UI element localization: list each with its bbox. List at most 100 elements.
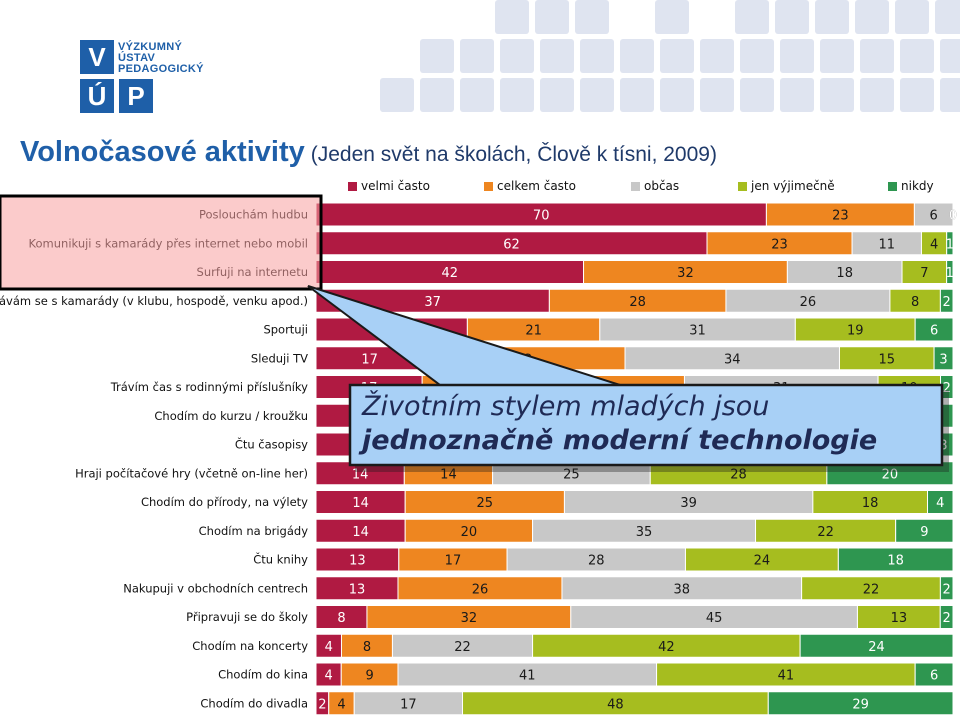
category-label: Připravuji se do školy <box>186 610 308 624</box>
header-tile <box>855 0 889 34</box>
header-tile <box>860 39 894 73</box>
bar-value-label: 9 <box>365 669 373 684</box>
bar-value-label: 18 <box>836 266 853 281</box>
header-tile <box>900 39 934 73</box>
bar-value-label: 6 <box>930 669 938 684</box>
bar-value-label: 13 <box>349 554 366 569</box>
logo-letter-p: P <box>119 79 153 113</box>
header-tile <box>380 78 414 112</box>
header-tile <box>460 78 494 112</box>
bar-segment <box>913 202 954 227</box>
bar-value-label: 7 <box>920 266 928 281</box>
header-tile <box>500 78 534 112</box>
bar-value-label: 62 <box>503 237 520 252</box>
bar-value-label: 42 <box>658 640 675 655</box>
header-tile <box>420 39 454 73</box>
bar-value-label: 20 <box>882 467 899 482</box>
highlight-box <box>0 194 323 291</box>
bar-value-label: 0 <box>949 209 957 224</box>
bar-value-label: 23 <box>832 209 849 224</box>
bar-segment <box>914 662 954 687</box>
bar-value-label: 11 <box>879 237 896 252</box>
bar-value-label: 14 <box>352 496 369 511</box>
header-tile <box>540 78 574 112</box>
legend-swatch <box>631 181 640 191</box>
category-label: Nakupuji v obchodních centrech <box>123 581 308 595</box>
category-label: Chodím do divadla <box>200 696 308 710</box>
bar-value-label: 4 <box>325 640 333 655</box>
header-tile <box>660 78 694 112</box>
legend-swatch <box>348 181 357 191</box>
slide-title-sub: (Jeden svět na školách, Člově k tísni, 2… <box>310 143 717 166</box>
bar-value-label: 2 <box>942 611 950 626</box>
category-label: Chodím do kurzu / kroužku <box>154 409 308 423</box>
category-label: Chodím na koncerty <box>192 639 308 653</box>
bar-value-label: 42 <box>441 266 458 281</box>
bar-value-label: 20 <box>461 525 478 540</box>
slide-title: Volnočasové aktivity (Jeden svět na školá… <box>20 136 717 169</box>
legend-item: celkem často <box>484 178 576 194</box>
legend-label: jen výjimečně <box>751 179 835 193</box>
legend-label: velmi často <box>361 179 430 193</box>
header-tile <box>700 39 734 73</box>
bar-value-label: 6 <box>930 209 938 224</box>
category-label: Sleduji TV <box>251 351 308 365</box>
bar-segment <box>939 288 954 313</box>
bar-segment <box>914 317 954 342</box>
category-label: Čtu knihy <box>253 552 308 567</box>
header-tile <box>940 39 960 73</box>
header-tile <box>780 39 814 73</box>
header-tile <box>495 0 529 34</box>
bar-segment <box>895 518 954 543</box>
bar-value-label: 41 <box>519 669 536 684</box>
legend-item: jen výjimečně <box>738 178 835 194</box>
header-tile-pattern <box>380 0 960 112</box>
header-tile <box>775 0 809 34</box>
bar-segment <box>946 231 954 256</box>
bar-value-label: 35 <box>636 525 653 540</box>
header-tile <box>815 0 849 34</box>
bar-value-label: 18 <box>887 554 904 569</box>
bar-value-label: 22 <box>863 582 880 597</box>
category-label: Čtu časopisy <box>235 437 308 452</box>
bar-value-label: 24 <box>754 554 771 569</box>
bar-value-label: 32 <box>677 266 694 281</box>
category-label: Chodím do kina <box>218 668 308 682</box>
header-tile <box>620 78 654 112</box>
callout-box <box>348 383 944 467</box>
slide-title-main: Volnočasové aktivity <box>20 136 305 168</box>
bar-segment <box>939 605 954 629</box>
callout-line-1: Životním stylem mladých jsou <box>362 391 770 422</box>
bar-value-label: 29 <box>852 697 869 712</box>
bar-segment <box>799 633 954 658</box>
logo-line-3: PEDAGOGICKÝ <box>118 63 204 75</box>
header-tile <box>655 0 689 34</box>
bar-value-label: 13 <box>891 611 908 626</box>
header-tile <box>500 39 534 73</box>
bar-value-label: 1 <box>946 237 954 252</box>
bar-segment <box>767 691 954 716</box>
bar-segment <box>946 260 954 284</box>
bar-value-label: 8 <box>911 295 919 310</box>
bar-value-label: 14 <box>352 467 369 482</box>
bar-value-label: 17 <box>361 352 378 367</box>
category-label: Chodím do přírody, na výlety <box>141 495 308 509</box>
bar-value-label: 2 <box>943 381 951 396</box>
bar-value-label: 17 <box>400 697 417 712</box>
bar-value-label: 15 <box>879 352 896 367</box>
legend-label: celkem často <box>497 179 576 193</box>
header-tile <box>900 78 934 112</box>
bar-value-label: 2 <box>943 295 951 310</box>
bar-value-label: 4 <box>337 697 345 712</box>
bar-value-label: 32 <box>461 611 478 626</box>
bar-value-label: 8 <box>363 640 371 655</box>
bar-value-label: 22 <box>817 525 834 540</box>
logo-line-1: VÝZKUMNÝ <box>118 41 183 53</box>
bar-value-label: 37 <box>424 295 441 310</box>
legend-label: občas <box>644 179 680 193</box>
callout-line-2: jednoznačně moderní technologie <box>362 425 878 456</box>
logo-line-2: ÚSTAV <box>118 52 156 64</box>
bar-segment <box>837 547 954 572</box>
bar-value-label: 1 <box>946 266 954 281</box>
bar-value-label: 38 <box>674 582 691 597</box>
